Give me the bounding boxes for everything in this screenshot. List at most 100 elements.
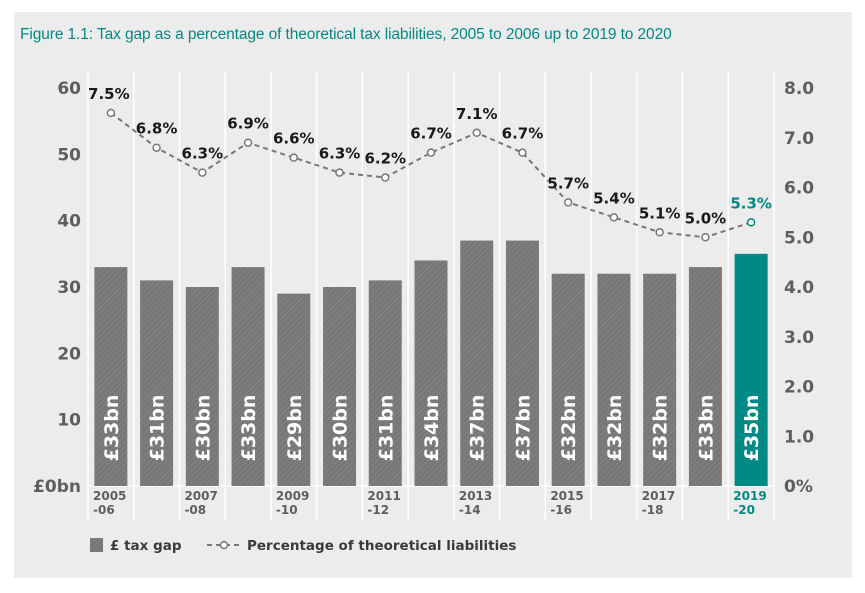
y-right-tick-label: 8.0 [784,79,814,99]
bar-value-label: £35bn [741,395,763,462]
bar [643,273,677,486]
line-value-label: 7.5% [88,85,130,103]
x-tick-label: 2017 [642,489,675,503]
y-left-tick-label: 40 [57,212,81,232]
bar [688,267,722,486]
x-tick-label: 2019 [733,489,766,503]
bar [277,293,311,486]
bar-labels: £33bn £31bn £30bn £33bn £29bn £30bn £31bn £34bn… [101,395,763,462]
legend-line-label: Percentage of theoretical liabilities [247,538,516,554]
x-tick-label: 2005 [93,489,126,503]
bar-value-label: £32bn [604,395,626,462]
bar-value-label: £33bn [695,395,717,462]
bar-value-label: £33bn [238,395,260,462]
line-point [243,138,253,147]
bar-value-label: £31bn [375,395,397,462]
x-tick-label: 2015 [550,489,583,503]
bar [597,273,631,486]
line-value-label: 5.4% [593,189,635,207]
bar-value-label: £32bn [650,395,672,462]
y-left-tick-label: £0bn [33,477,81,497]
legend-bar-label: £ tax gap [110,538,182,554]
column-separators [87,72,775,520]
line-point [518,148,527,157]
x-tick-label: -14 [459,503,481,517]
bar-value-label: £37bn [467,395,489,462]
line-point [472,128,481,138]
legend-bar-swatch [90,538,103,552]
bar [734,253,768,486]
line-value-label: 6.7% [502,125,544,143]
line-labels: 7.5%6.8%6.3%6.9%6.6%6.3% 6.2%6.7%7.1%6.7%… [88,85,772,227]
line-value-label: 6.8% [136,120,178,138]
line-value-label: 6.9% [227,115,269,133]
bar [505,240,539,486]
y-left-tick-label: 60 [57,79,81,99]
line-point [746,218,756,227]
bar [94,267,128,486]
bar-series [94,240,768,486]
bar [231,267,265,486]
line-series [106,108,756,242]
y-left-tick-label: 20 [57,344,81,364]
y-right-tick-label: 2.0 [784,378,814,398]
x-tick-label: -08 [184,503,206,517]
x-tick-label: -16 [550,503,572,517]
line-value-label: 7.1% [456,105,498,123]
line-value-label: 6.7% [410,125,452,143]
line-value-label: 5.7% [547,174,589,192]
bar-value-label: £30bn [192,395,214,462]
y-right-tick-label: 4.0 [784,278,814,298]
y-axis-right: 0% 1.0 2.0 3.0 4.0 5.0 6.0 7.0 8.0 [784,79,814,497]
line-value-label: 6.3% [319,145,361,163]
y-axis-left: £0bn 10 20 30 40 50 60 [33,79,81,497]
y-right-tick-label: 0% [784,477,813,497]
line-point [152,143,161,152]
bar [414,260,448,486]
x-tick-label: 2013 [459,489,492,503]
bar-value-label: £32bn [558,395,580,462]
line-point [289,153,299,162]
x-tick-label: -12 [367,503,389,517]
line-value-label: 5.0% [685,209,727,227]
line-value-label: 6.3% [182,145,224,163]
line-point [655,228,664,237]
bar [323,287,357,486]
x-tick-label: 2007 [184,489,217,503]
x-tick-label: 2009 [276,489,309,503]
line-point [609,213,619,222]
line-point [335,168,344,177]
line-point [198,168,207,177]
y-right-tick-label: 1.0 [784,427,814,447]
bar [551,273,585,486]
line-value-label: 5.1% [639,204,681,222]
y-right-tick-label: 6.0 [784,179,814,199]
bar-value-label: £29bn [284,395,306,462]
bar-value-label: £30bn [330,395,352,462]
x-tick-label: -18 [642,503,664,517]
x-tick-label: -06 [93,503,115,517]
y-left-tick-label: 10 [57,411,81,431]
y-right-tick-label: 7.0 [784,129,814,149]
line-value-label: 5.3% [730,194,772,212]
bar [140,280,174,486]
bar [460,240,494,486]
legend-line-marker [219,540,229,550]
x-axis: 2005-062007-082009-102011-122013-142015-… [93,489,767,517]
line-path [110,112,752,239]
line-point [106,108,116,118]
x-tick-label: -20 [733,503,755,517]
y-left-tick-label: 50 [57,145,81,165]
y-right-tick-label: 3.0 [784,328,814,348]
bar [368,280,402,486]
x-tick-label: 2011 [367,489,400,503]
line-point [381,173,390,182]
y-left-tick-label: 30 [57,278,81,298]
line-point [426,148,436,157]
line-value-label: 6.2% [364,150,406,168]
line-point [563,198,573,207]
x-tick-label: -10 [276,503,298,517]
legend: £ tax gap Percentage of theoretical liab… [90,538,516,554]
bar-value-label: £31bn [147,395,169,462]
